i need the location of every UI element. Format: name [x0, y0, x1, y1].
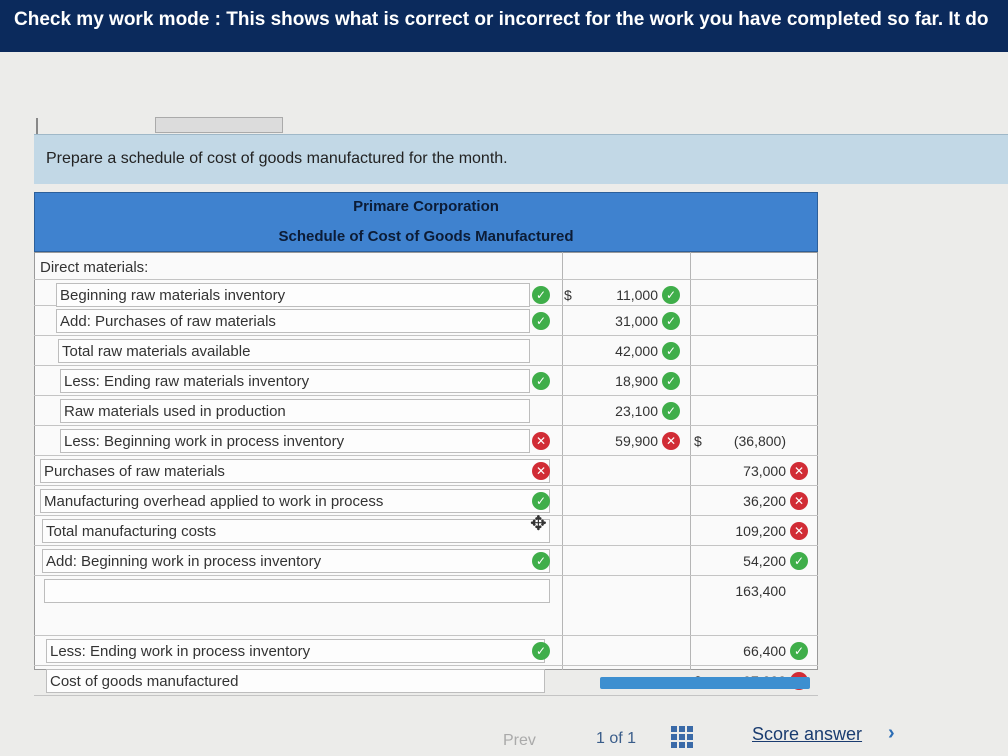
amount-input[interactable]: 42,000: [615, 343, 658, 359]
row-label: Beginning raw materials inventory: [60, 287, 286, 304]
schedule-row: 163,400: [34, 576, 818, 636]
amount-input[interactable]: 54,200: [743, 553, 786, 569]
amount-input[interactable]: 31,000: [615, 313, 658, 329]
account-dropdown[interactable]: [40, 459, 550, 483]
check-icon: ✓: [532, 372, 550, 390]
account-dropdown[interactable]: [60, 369, 530, 393]
dollar-sign: $: [694, 433, 702, 449]
row-label: Add: Beginning work in process inventory: [46, 553, 322, 570]
row-label: Less: Ending raw materials inventory: [64, 373, 310, 390]
amount-input[interactable]: (36,800): [733, 433, 786, 449]
check-mode-banner: Check my work mode : This shows what is …: [0, 0, 1008, 52]
x-icon: ✕: [790, 522, 808, 540]
account-dropdown[interactable]: [60, 429, 530, 453]
section-row: Direct materials:: [34, 252, 818, 280]
check-icon: ✓: [532, 286, 550, 304]
account-dropdown[interactable]: [58, 339, 530, 363]
check-icon: ✓: [790, 642, 808, 660]
company-name: Primare Corporation: [353, 198, 499, 215]
top-tab[interactable]: [155, 117, 283, 133]
page-indicator: 1 of 1: [596, 730, 637, 747]
check-icon: ✓: [662, 342, 680, 360]
banner-text: Check my work mode : This shows what is …: [14, 9, 989, 30]
account-dropdown[interactable]: [42, 549, 550, 573]
check-icon: ✓: [532, 642, 550, 660]
row-label: Total manufacturing costs: [46, 523, 217, 540]
schedule-header: Primare Corporation Schedule of Cost of …: [34, 192, 818, 252]
chevron-right-icon[interactable]: ›: [888, 722, 895, 744]
amount-input[interactable]: 109,200: [735, 523, 786, 539]
account-dropdown[interactable]: [42, 519, 550, 543]
row-label: Manufacturing overhead applied to work i…: [44, 493, 384, 510]
schedule-row: Less: Ending work in process inventory ✓ 6…: [34, 636, 818, 666]
account-dropdown[interactable]: [44, 579, 550, 603]
row-label: Purchases of raw materials: [44, 463, 225, 480]
amount-input[interactable]: 59,900: [615, 433, 658, 449]
account-dropdown[interactable]: [46, 669, 545, 693]
schedule-row: Purchases of raw materials ✕ 73,000 ✕: [34, 456, 818, 486]
amount-input[interactable]: 66,400: [743, 643, 786, 659]
schedule-row: Add: Beginning work in process inventory…: [34, 546, 818, 576]
account-dropdown[interactable]: [40, 489, 550, 513]
schedule-row: Total raw materials available 42,000 ✓: [34, 336, 818, 366]
schedule-row: Add: Purchases of raw materials ✓ 31,000 ✓: [34, 306, 818, 336]
account-dropdown[interactable]: [56, 309, 530, 333]
dollar-sign: $: [564, 287, 572, 303]
amount-input[interactable]: 11,000: [616, 287, 658, 303]
schedule-row: Cost of goods manufactured$97,000✕: [34, 666, 818, 696]
schedule-row: Total manufacturing costs 109,200 ✕: [34, 516, 818, 546]
schedule-title: Schedule of Cost of Goods Manufactured: [278, 228, 574, 245]
x-icon: ✕: [532, 462, 550, 480]
account-dropdown[interactable]: [46, 639, 545, 663]
column-divider: [690, 252, 691, 670]
x-icon: ✕: [790, 492, 808, 510]
row-label: Less: Beginning work in process inventor…: [64, 433, 345, 450]
amount-input[interactable]: 36,200: [743, 493, 786, 509]
section-label: Direct materials:: [40, 259, 149, 276]
check-icon: ✓: [662, 402, 680, 420]
account-dropdown[interactable]: [56, 283, 530, 307]
row-label: Raw materials used in production: [64, 403, 286, 420]
score-answer-link[interactable]: Score answer: [752, 724, 863, 744]
row-label: Add: Purchases of raw materials: [60, 313, 276, 330]
amount-input[interactable]: 18,900: [615, 373, 658, 389]
check-icon: ✓: [790, 552, 808, 570]
schedule-row: Beginning raw materials inventory ✓ $11,00…: [34, 280, 818, 307]
check-icon: ✓: [532, 552, 550, 570]
schedule-row: Raw materials used in production 23,100 ✓: [34, 396, 818, 426]
row-label: Total raw materials available: [62, 343, 251, 360]
prev-button[interactable]: Prev: [503, 732, 536, 749]
grid-icon[interactable]: [671, 726, 693, 748]
account-dropdown[interactable]: [60, 399, 530, 423]
schedule-row: Manufacturing overhead applied to work i…: [34, 486, 818, 516]
schedule-row: Less: Beginning work in process inventor…: [34, 426, 818, 456]
amount-input[interactable]: 73,000: [743, 463, 786, 479]
check-icon: ✓: [532, 312, 550, 330]
instruction-bar: Prepare a schedule of cost of goods manu…: [34, 134, 1008, 184]
check-icon: ✓: [662, 286, 680, 304]
amount-input[interactable]: 163,400: [735, 583, 786, 599]
check-icon: ✓: [532, 492, 550, 510]
instruction-text: Prepare a schedule of cost of goods manu…: [46, 150, 508, 167]
check-icon: ✓: [662, 312, 680, 330]
x-icon: ✕: [790, 462, 808, 480]
column-divider: [562, 252, 563, 670]
progress-bar: [600, 677, 810, 689]
move-cursor-icon: ✥: [530, 513, 547, 535]
schedule-row: Less: Ending raw materials inventory ✓ 18,…: [34, 366, 818, 396]
x-icon: ✕: [662, 432, 680, 450]
x-icon: ✕: [532, 432, 550, 450]
divider-mark: [36, 118, 38, 134]
row-label: Cost of goods manufactured: [50, 673, 239, 690]
amount-input[interactable]: 23,100: [615, 403, 658, 419]
check-icon: ✓: [662, 372, 680, 390]
row-label: Less: Ending work in process inventory: [50, 643, 311, 660]
